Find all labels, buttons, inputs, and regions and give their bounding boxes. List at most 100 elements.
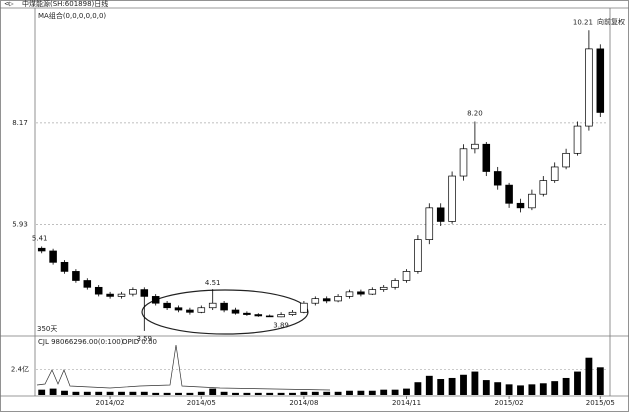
candle-body [129,289,137,295]
volume-bar [243,392,251,395]
highlight-ellipse [141,289,309,335]
candle-body [322,298,331,302]
volume-bar [277,392,285,395]
candle-body [379,286,388,290]
volume-bar [528,384,536,395]
candle-body [311,298,320,304]
opid-line [36,344,331,391]
price-annotation: 8.20 [467,110,483,118]
volume-bar [300,391,308,395]
candle-body [368,289,377,295]
candle-body [49,250,57,263]
candle-body [539,180,548,195]
candle-body [60,261,69,272]
volume-bar [482,380,490,395]
volume-bar [505,384,513,395]
candle-body [265,315,274,318]
volume-bar [414,382,422,395]
candle-body [516,202,525,209]
candle-body [197,307,206,313]
price-annotation: 3.59 [137,335,153,343]
x-tick-label: 2015/02 [495,399,524,407]
candle-body [288,311,297,315]
volume-bar [596,367,604,395]
x-tick-label: 2014/02 [96,399,125,407]
volume-bar [220,391,228,395]
volume-bar [209,388,217,395]
icon[interactable]: ⊲▷ [4,1,14,8]
candle-body [459,148,468,177]
candle-body [174,307,183,311]
candle-body [414,239,422,272]
candle-body [334,296,342,302]
price-annotation: 5.41 [32,234,48,242]
candle-body [186,309,194,313]
volume-bar [471,371,479,395]
y-tick-label: 8.17 [12,119,28,127]
candle-body [300,302,308,313]
candle-body [573,125,582,154]
candle-body [220,302,228,311]
period-label: 350天 [37,325,57,333]
volume-bar [38,389,46,395]
volume-bar [368,390,376,395]
x-tick-label: 2014/11 [392,399,421,407]
candle-body [436,207,445,222]
volume-bar [118,391,125,395]
candle-body [140,289,149,297]
volume-bar [197,391,205,395]
candle-body [37,247,46,252]
volume-bar [539,383,547,395]
volume-bar [163,392,171,395]
candle-body [448,175,456,222]
volume-bar [175,392,182,395]
candle-body [505,184,513,204]
x-tick-label: 2014/08 [289,399,318,407]
volume-bar [494,382,502,395]
volume-bar [129,391,137,395]
candle-body [425,207,434,240]
volume-bar [425,375,433,395]
candle-body [254,314,263,317]
opid-label: OPID 0.00 [122,338,157,346]
candle-body [357,291,365,295]
candle-body [562,152,570,168]
volume-bar [460,374,467,395]
volume-bar [83,391,91,395]
volume-bar [562,377,570,395]
candle-body [550,166,559,181]
candle-body [117,293,126,297]
volume-bar [357,390,365,395]
volume-bar [551,381,559,395]
candle-body [277,314,285,318]
candle-body [243,312,251,315]
candle-body [72,271,80,281]
volume-title: CJL 98066296.00(0:100) [38,338,124,346]
volume-bar [334,391,342,395]
volume-bar [61,390,68,395]
candle-body [94,286,103,295]
candle-body [391,280,399,288]
volume-bar [266,392,274,395]
candle-body [471,143,479,150]
candle-body [163,302,171,309]
candle-body [528,193,536,209]
candle-body [596,48,605,113]
volume-bar [391,389,399,395]
volume-bar [95,391,103,395]
volume-bar [140,391,148,395]
volume-bar [346,390,353,395]
volume-bar [574,371,581,395]
volume-bar [323,391,331,395]
indicator-label: MA组合(0,0,0,0,0,0) [38,11,106,20]
candle-body [83,280,92,288]
candle-body [493,171,502,186]
price-annotation: 4.51 [205,279,221,287]
volume-bar [152,392,160,395]
candle-body [585,48,593,127]
volume-bar [186,392,194,395]
price-annotation: 10.21 [573,18,593,26]
volume-bar [437,379,445,395]
volume-bar [311,391,319,395]
